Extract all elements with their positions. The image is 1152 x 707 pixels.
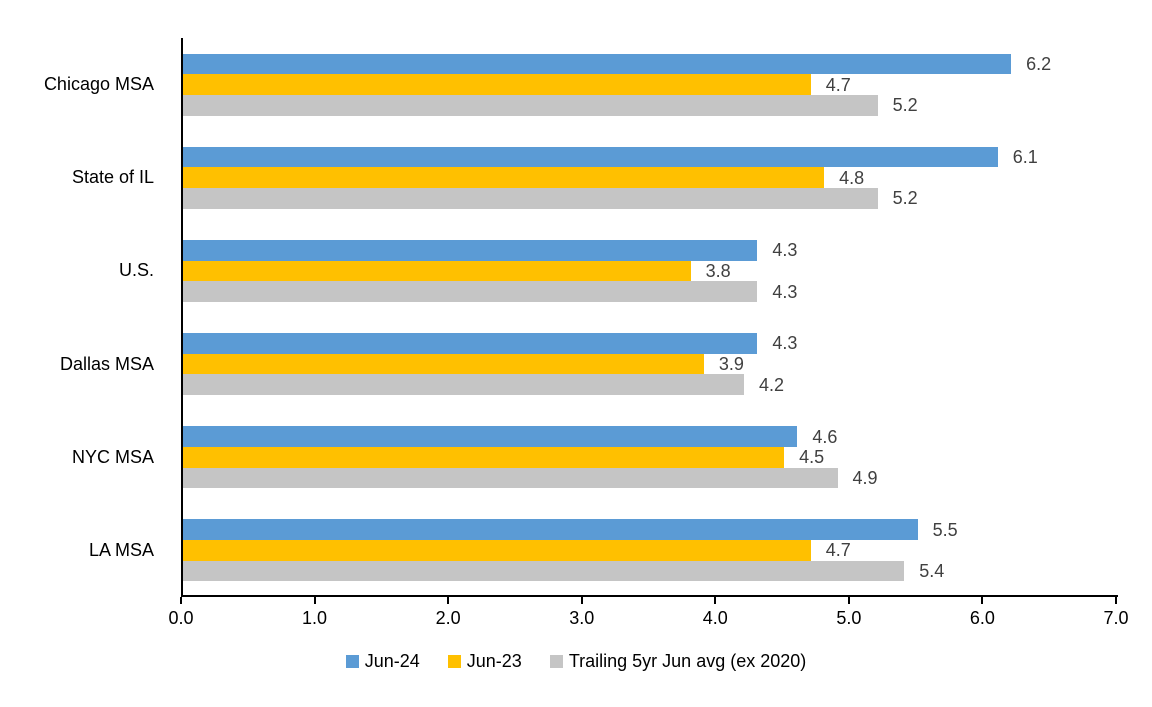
bar-row: 4.6 [183, 426, 1118, 447]
legend: Jun-24 Jun-23 Trailing 5yr Jun avg (ex 202… [0, 651, 1152, 672]
x-tick-mark [714, 597, 717, 604]
x-tick-mark [580, 597, 583, 604]
bar-jun-24-chicago-msa [183, 53, 1012, 75]
value-label: 5.2 [892, 95, 918, 116]
x-tick-mark [1115, 597, 1117, 604]
x-tick-mark [447, 597, 450, 604]
category-label-u-s: U.S. [118, 260, 154, 281]
value-label: 6.1 [1012, 147, 1038, 168]
x-tick-label: 1.0 [302, 608, 328, 628]
value-label: 4.5 [799, 447, 825, 468]
bar-row: 5.2 [183, 188, 1118, 209]
bar-row: 4.3 [183, 281, 1118, 302]
legend-swatch-icon [345, 655, 359, 668]
bar-row: 4.3 [183, 333, 1118, 354]
legend-label: Jun-24 [364, 651, 420, 671]
value-label: 3.9 [718, 354, 744, 375]
value-label: 4.2 [759, 374, 785, 395]
value-label: 4.3 [772, 333, 798, 354]
bar-jun-23-nyc-msa [183, 446, 785, 468]
category-label-nyc-msa: NYC MSA [71, 446, 154, 467]
bar-jun-24-la-msa [183, 519, 918, 541]
x-tick-label: 2.0 [435, 608, 461, 628]
bar-row: 5.4 [183, 560, 1118, 582]
value-label: 4.3 [772, 281, 798, 302]
category-label-chicago-msa: Chicago MSA [43, 74, 154, 95]
x-tick-label: 3.0 [569, 608, 595, 628]
bar-row: 4.9 [183, 467, 1118, 489]
bar-trailing-5yr-jun-avg-ex-2020-u-s [183, 281, 758, 302]
legend-label: Trailing 5yr Jun avg (ex 2020) [568, 651, 807, 671]
bar-row: 5.5 [183, 519, 1118, 541]
bar-row: 6.1 [183, 146, 1118, 168]
bar-trailing-5yr-jun-avg-ex-2020-state-of-il [183, 188, 878, 209]
bar-jun-24-dallas-msa [183, 333, 758, 354]
bar-row: 6.2 [183, 53, 1118, 75]
category-axis: Chicago MSA State of IL U.S. Dallas MSA NYC … [0, 38, 167, 597]
legend-entry-jun-24: Jun-24 [345, 651, 420, 672]
bar-row: 4.7 [183, 74, 1118, 95]
bar-row: 5.2 [183, 94, 1118, 116]
bar-jun-23-state-of-il [183, 167, 825, 189]
bar-trailing-5yr-jun-avg-ex-2020-chicago-msa [183, 94, 878, 116]
value-label: 4.7 [825, 540, 851, 561]
value-label: 4.9 [852, 467, 878, 488]
bar-trailing-5yr-jun-avg-ex-2020-dallas-msa [183, 374, 744, 396]
x-axis: 0.0 1.0 2.0 3.0 4.0 5.0 6.0 7.0 [168, 597, 1129, 637]
legend-entry-trailing-5yr-jun-avg-ex-2020: Trailing 5yr Jun avg (ex 2020) [549, 651, 807, 672]
category-label-dallas-msa: Dallas MSA [59, 353, 154, 374]
bar-row: 4.3 [183, 239, 1118, 261]
category-band-la-msa: 5.5 4.7 5.4 [183, 504, 1118, 597]
value-label: 5.5 [932, 519, 958, 540]
plot-area: 6.2 4.7 5.2 6.1 4.8 5.2 4.3 3.8 4.3 4.3 3.9 4.2 4.6 4… [181, 38, 1118, 597]
category-band-u-s: 4.3 3.8 4.3 [183, 224, 1118, 317]
value-label: 6.2 [1026, 53, 1052, 74]
x-tick-label: 6.0 [969, 608, 995, 628]
bar-jun-24-u-s [183, 239, 758, 261]
bar-row: 4.8 [183, 167, 1118, 189]
category-label-la-msa: LA MSA [88, 539, 154, 560]
bar-row: 4.2 [183, 374, 1118, 396]
bar-jun-24-state-of-il [183, 146, 998, 168]
bar-row: 4.7 [183, 540, 1118, 561]
bar-row: 4.5 [183, 446, 1118, 468]
value-label: 3.8 [705, 260, 731, 281]
bar-jun-24-nyc-msa [183, 426, 798, 447]
value-label: 4.7 [825, 74, 851, 95]
bar-jun-23-la-msa [183, 540, 811, 561]
bar-jun-23-chicago-msa [183, 74, 811, 95]
bar-row: 3.8 [183, 260, 1118, 282]
value-label: 5.4 [919, 561, 945, 582]
value-label: 4.3 [772, 240, 798, 261]
value-label: 5.2 [892, 188, 918, 209]
legend-label: Jun-23 [466, 651, 522, 671]
x-tick-mark [180, 597, 182, 604]
bar-trailing-5yr-jun-avg-ex-2020-nyc-msa [183, 467, 838, 489]
x-tick-mark [981, 597, 984, 604]
category-label-state-of-il: State of IL [71, 167, 154, 188]
x-tick-mark [847, 597, 850, 604]
category-band-chicago-msa: 6.2 4.7 5.2 [183, 38, 1118, 131]
category-band-nyc-msa: 4.6 4.5 4.9 [183, 411, 1118, 504]
bar-jun-23-u-s [183, 260, 691, 282]
x-tick-label: 7.0 [1103, 608, 1129, 628]
legend-swatch-icon [447, 655, 461, 668]
x-tick-label: 0.0 [168, 608, 194, 628]
legend-swatch-icon [549, 655, 563, 668]
value-label: 4.8 [839, 167, 865, 188]
legend-entry-jun-23: Jun-23 [447, 651, 522, 672]
bar-jun-23-dallas-msa [183, 353, 704, 375]
bar-trailing-5yr-jun-avg-ex-2020-la-msa [183, 560, 905, 582]
category-band-state-of-il: 6.1 4.8 5.2 [183, 131, 1118, 224]
category-band-dallas-msa: 4.3 3.9 4.2 [183, 317, 1118, 410]
bar-row: 3.9 [183, 353, 1118, 375]
x-tick-label: 4.0 [702, 608, 728, 628]
value-label: 4.6 [812, 426, 838, 447]
x-tick-label: 5.0 [836, 608, 862, 628]
x-tick-mark [313, 597, 316, 604]
